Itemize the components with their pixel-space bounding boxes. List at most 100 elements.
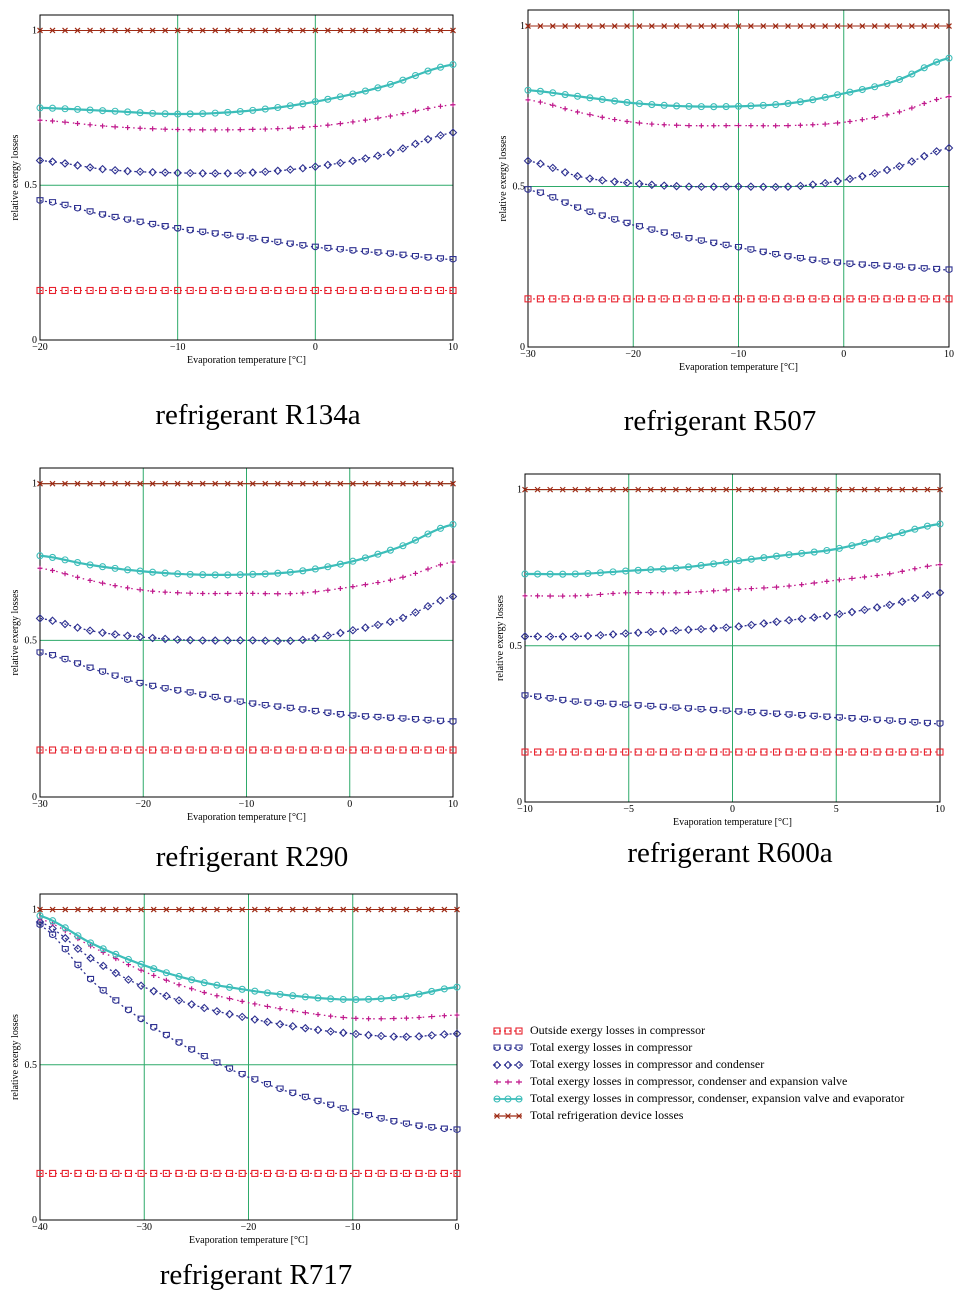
marker <box>412 108 418 114</box>
marker <box>324 563 332 571</box>
marker <box>809 23 816 29</box>
marker <box>522 486 528 493</box>
marker <box>611 216 619 223</box>
marker <box>933 58 941 66</box>
marker <box>436 524 445 532</box>
series-evaporator <box>524 54 953 111</box>
marker <box>111 107 119 115</box>
marker <box>895 295 904 303</box>
marker <box>760 709 768 717</box>
marker <box>124 975 133 984</box>
marker <box>35 614 45 623</box>
marker <box>225 1169 234 1177</box>
marker <box>238 1070 246 1078</box>
marker <box>923 719 931 727</box>
marker <box>288 1022 298 1031</box>
marker <box>723 587 729 593</box>
marker <box>823 748 831 756</box>
marker <box>423 135 433 144</box>
marker <box>411 536 420 544</box>
marker <box>946 94 952 100</box>
marker <box>60 159 70 168</box>
legend-item: Total exergy losses in compressor, conde… <box>492 1090 904 1107</box>
y-tick-label: 1 <box>517 485 522 496</box>
marker <box>200 591 206 597</box>
marker <box>199 746 207 754</box>
series-line <box>525 522 941 576</box>
marker <box>162 1169 170 1177</box>
marker <box>311 98 319 106</box>
marker <box>263 989 272 997</box>
marker <box>386 286 394 295</box>
series-line <box>39 918 458 1020</box>
marker <box>911 719 919 726</box>
marker <box>174 687 182 694</box>
marker <box>622 701 630 709</box>
legend-marker-condenser <box>492 1060 524 1069</box>
marker <box>796 181 805 191</box>
marker <box>935 588 945 597</box>
marker <box>772 250 780 258</box>
marker <box>48 199 57 206</box>
marker <box>99 668 107 676</box>
marker <box>799 582 805 588</box>
marker <box>734 622 744 631</box>
marker <box>187 127 193 133</box>
marker <box>424 286 432 295</box>
marker <box>772 101 780 109</box>
marker <box>378 906 385 913</box>
marker <box>150 1024 158 1031</box>
marker <box>734 182 743 191</box>
marker <box>936 748 944 756</box>
marker <box>149 109 157 117</box>
marker <box>224 480 231 487</box>
marker <box>98 628 107 638</box>
marker <box>390 906 397 913</box>
marker <box>349 247 357 254</box>
marker <box>274 480 281 487</box>
chart-panel: −10 −5 0 5 10 0 0.5 1 Evaporation temperature [°… <box>495 473 945 869</box>
marker <box>386 250 394 257</box>
marker <box>596 630 605 640</box>
marker <box>299 567 307 575</box>
marker <box>325 587 331 593</box>
marker <box>277 906 284 913</box>
marker <box>647 566 655 574</box>
marker <box>387 27 394 34</box>
marker <box>264 906 271 913</box>
marker <box>99 107 107 115</box>
legend-marker-expansion <box>494 1079 522 1084</box>
marker <box>110 166 120 175</box>
marker <box>161 110 169 118</box>
marker <box>352 1108 360 1116</box>
marker <box>525 97 531 103</box>
marker <box>524 295 532 303</box>
x-tick-label: 10 <box>944 349 954 360</box>
marker <box>137 125 143 131</box>
marker <box>201 989 207 995</box>
marker <box>48 924 57 933</box>
marker <box>399 715 407 722</box>
marker <box>758 182 768 192</box>
marker <box>312 27 319 34</box>
marker <box>337 480 344 487</box>
marker <box>428 1169 436 1177</box>
marker <box>211 286 219 295</box>
marker <box>210 169 220 178</box>
marker <box>249 700 257 707</box>
marker <box>697 295 705 303</box>
marker <box>660 295 668 303</box>
marker <box>399 746 407 754</box>
marker <box>236 698 244 706</box>
marker <box>672 704 680 712</box>
marker <box>213 1169 221 1177</box>
marker <box>260 167 270 177</box>
marker <box>572 486 579 493</box>
marker <box>249 480 256 487</box>
marker <box>111 564 119 572</box>
series-outside <box>36 1169 461 1177</box>
marker <box>176 906 182 913</box>
marker <box>635 223 643 230</box>
marker <box>188 976 196 984</box>
marker <box>411 746 420 754</box>
